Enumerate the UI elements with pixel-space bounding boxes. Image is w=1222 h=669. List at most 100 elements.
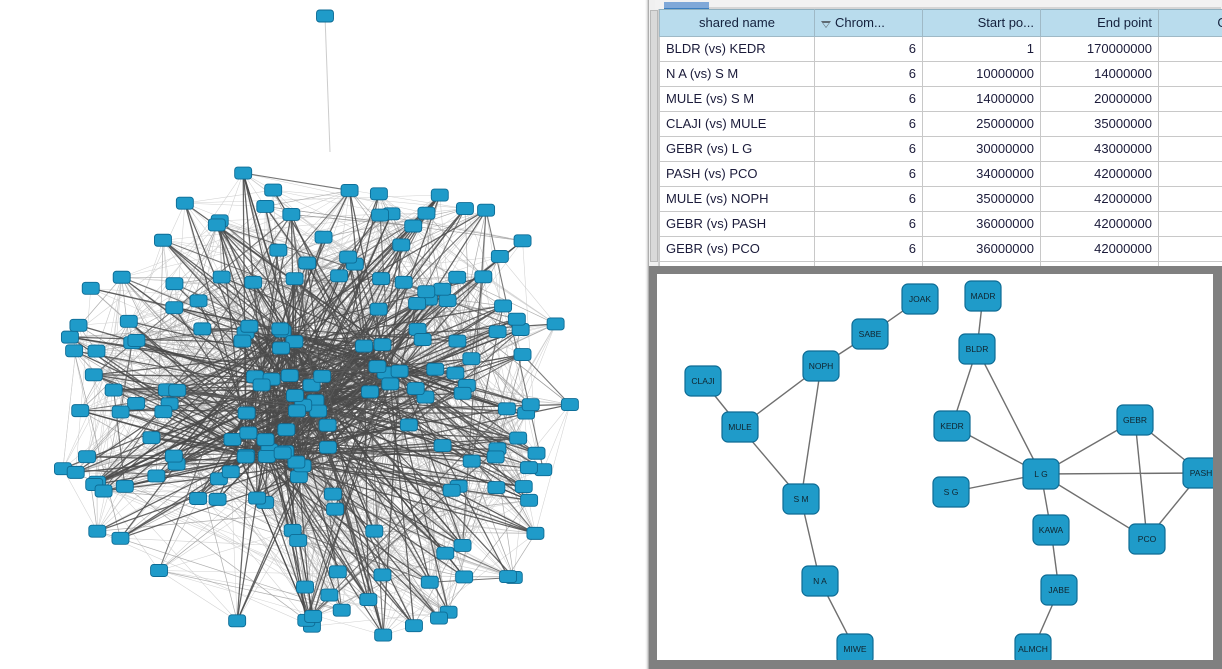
main-network-node[interactable] — [509, 431, 528, 445]
main-network-node[interactable] — [361, 385, 379, 399]
main-network-node[interactable] — [408, 297, 427, 310]
main-network-node[interactable] — [373, 338, 392, 352]
main-network-node[interactable] — [65, 344, 84, 358]
subnetwork-node[interactable]: NOPH — [802, 350, 840, 382]
main-network-node[interactable] — [514, 480, 533, 494]
main-network-node[interactable] — [417, 285, 436, 299]
main-network-node[interactable] — [474, 270, 493, 284]
main-network-node[interactable] — [287, 455, 306, 469]
main-network-node[interactable] — [369, 302, 388, 316]
main-network-node[interactable] — [399, 418, 418, 432]
main-network-node[interactable] — [314, 230, 333, 244]
main-network-node[interactable] — [390, 364, 409, 378]
main-network-node[interactable] — [165, 301, 184, 315]
main-network-node[interactable] — [365, 524, 384, 538]
main-network-node[interactable] — [406, 382, 425, 395]
main-network-node[interactable] — [142, 431, 161, 445]
main-network-node[interactable] — [392, 238, 411, 252]
main-network-node[interactable] — [60, 330, 79, 344]
subnetwork-edge[interactable] — [976, 348, 1042, 475]
main-network-node[interactable] — [234, 166, 253, 180]
main-network-node[interactable] — [490, 249, 509, 263]
main-network-node[interactable] — [81, 281, 100, 295]
subnetwork-node[interactable]: L G — [1022, 458, 1060, 490]
subnetwork-node[interactable]: MIWE — [836, 633, 874, 660]
main-network-node[interactable] — [233, 334, 252, 348]
main-network-node[interactable] — [88, 524, 107, 538]
main-network-node[interactable] — [66, 465, 85, 479]
main-network-node[interactable] — [127, 334, 146, 347]
table-row[interactable]: BLDR (vs) KEDR61170000000192.0 — [659, 36, 1222, 62]
main-network-node[interactable] — [318, 418, 337, 432]
main-network-node[interactable] — [332, 603, 351, 617]
table-row[interactable]: MULE (vs) S M614000000200000007.5 — [659, 86, 1222, 112]
main-network-node[interactable] — [94, 484, 113, 498]
main-network-node[interactable] — [207, 218, 226, 232]
main-network-canvas[interactable] — [0, 0, 645, 669]
main-network-node[interactable] — [298, 256, 317, 270]
main-network-node[interactable] — [119, 314, 138, 328]
main-network-node[interactable] — [371, 208, 390, 222]
main-network-node[interactable] — [433, 439, 452, 453]
main-network-graph[interactable] — [0, 0, 645, 669]
main-network-node[interactable] — [252, 378, 271, 392]
main-network-node[interactable] — [189, 492, 208, 505]
main-network-node[interactable] — [448, 270, 467, 284]
main-network-node[interactable] — [527, 446, 546, 460]
main-network-node[interactable] — [417, 206, 436, 220]
subnetwork-node[interactable]: CLAJI — [684, 365, 722, 397]
main-network-node[interactable] — [462, 454, 481, 468]
main-network-node[interactable] — [165, 277, 184, 291]
subnetwork-node[interactable]: N A — [801, 565, 839, 597]
main-network-node[interactable] — [521, 398, 540, 412]
main-network-node[interactable] — [455, 570, 474, 584]
main-network-node[interactable] — [271, 322, 290, 336]
main-network-node[interactable] — [373, 568, 392, 582]
main-network-node[interactable] — [236, 450, 255, 464]
main-network-node[interactable] — [175, 196, 194, 210]
main-network-node[interactable] — [164, 449, 183, 463]
main-network-node[interactable] — [405, 619, 423, 633]
main-network-node[interactable] — [264, 183, 283, 197]
scrollbar-thumb[interactable] — [650, 10, 658, 262]
main-network-node[interactable] — [193, 322, 212, 336]
main-network-node[interactable] — [111, 405, 130, 419]
main-network-node[interactable] — [507, 312, 526, 326]
main-network-node[interactable] — [273, 446, 292, 460]
main-network-node[interactable] — [84, 368, 103, 382]
main-network-node[interactable] — [499, 570, 518, 583]
main-network-node[interactable] — [513, 234, 532, 248]
main-network-node[interactable] — [285, 272, 304, 286]
table-row[interactable]: GEBR (vs) L G6300000004300000016.9 — [659, 136, 1222, 162]
main-network-node[interactable] — [462, 352, 481, 366]
genetic-distance-table[interactable]: shared name Chrom... Start po... End poi… — [659, 9, 1222, 268]
main-network-node[interactable] — [318, 440, 337, 454]
main-network-node[interactable] — [256, 199, 275, 213]
table-row[interactable]: CLAJI (vs) MULE625000000350000005.9 — [659, 111, 1222, 137]
subnetwork-edge[interactable] — [1040, 472, 1202, 475]
main-network-node[interactable] — [477, 203, 496, 217]
main-network-node[interactable] — [244, 275, 263, 289]
main-network-node[interactable] — [404, 219, 423, 233]
table-vertical-scrollbar[interactable] — [649, 9, 659, 268]
main-network-node[interactable] — [339, 250, 358, 264]
main-network-node[interactable] — [513, 348, 532, 361]
subnetwork-node[interactable]: ALMCH — [1014, 633, 1052, 660]
main-network-node[interactable] — [289, 470, 308, 484]
column-header-shared-name[interactable]: shared name — [659, 9, 815, 37]
main-network-node[interactable] — [127, 396, 146, 410]
main-network-node[interactable] — [430, 611, 448, 625]
main-network-node[interactable] — [69, 318, 88, 332]
main-network-node[interactable] — [240, 319, 259, 333]
main-network-node[interactable] — [277, 423, 296, 437]
main-network-node[interactable] — [442, 483, 461, 497]
main-network-node[interactable] — [420, 575, 439, 589]
main-network-node[interactable] — [413, 333, 432, 346]
main-network-node[interactable] — [359, 593, 378, 606]
subnetwork-edge[interactable] — [800, 365, 822, 500]
main-network-node[interactable] — [286, 389, 304, 403]
main-network-node[interactable] — [296, 580, 314, 594]
main-network-node[interactable] — [381, 377, 400, 391]
main-network-node[interactable] — [446, 366, 465, 380]
main-network-node[interactable] — [487, 481, 506, 494]
